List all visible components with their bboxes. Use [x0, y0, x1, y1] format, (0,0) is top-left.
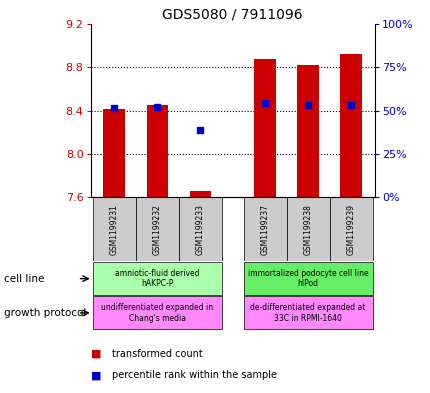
Bar: [92, 197, 135, 261]
Text: GSM1199237: GSM1199237: [260, 204, 269, 255]
Bar: [189, 191, 211, 197]
Bar: [243, 296, 372, 329]
Text: amniotic-fluid derived
hAKPC-P: amniotic-fluid derived hAKPC-P: [115, 269, 199, 288]
Text: ■: ■: [90, 370, 101, 380]
Text: cell line: cell line: [4, 274, 45, 284]
Text: GSM1199238: GSM1199238: [303, 204, 312, 255]
Text: ■: ■: [90, 349, 101, 359]
Bar: [340, 54, 361, 197]
Bar: [254, 59, 275, 197]
Bar: [135, 197, 178, 261]
Text: GSM1199232: GSM1199232: [153, 204, 161, 255]
Text: immortalized podocyte cell line
hIPod: immortalized podocyte cell line hIPod: [247, 269, 368, 288]
Text: undifferentiated expanded in
Chang's media: undifferentiated expanded in Chang's med…: [101, 303, 213, 323]
Text: GSM1199231: GSM1199231: [110, 204, 118, 255]
Bar: [286, 197, 329, 261]
Bar: [297, 65, 318, 197]
Bar: [92, 262, 221, 295]
Bar: [329, 197, 372, 261]
Bar: [243, 262, 372, 295]
Bar: [92, 296, 221, 329]
Title: GDS5080 / 7911096: GDS5080 / 7911096: [162, 7, 302, 21]
Bar: [146, 105, 168, 197]
Text: growth protocol: growth protocol: [4, 308, 86, 318]
Bar: [243, 197, 286, 261]
Text: GSM1199239: GSM1199239: [346, 204, 355, 255]
Text: GSM1199233: GSM1199233: [196, 204, 204, 255]
Text: de-differentiated expanded at
33C in RPMI-1640: de-differentiated expanded at 33C in RPM…: [250, 303, 365, 323]
Bar: [178, 197, 221, 261]
Text: percentile rank within the sample: percentile rank within the sample: [112, 370, 276, 380]
Text: transformed count: transformed count: [112, 349, 203, 359]
Bar: [103, 109, 125, 197]
